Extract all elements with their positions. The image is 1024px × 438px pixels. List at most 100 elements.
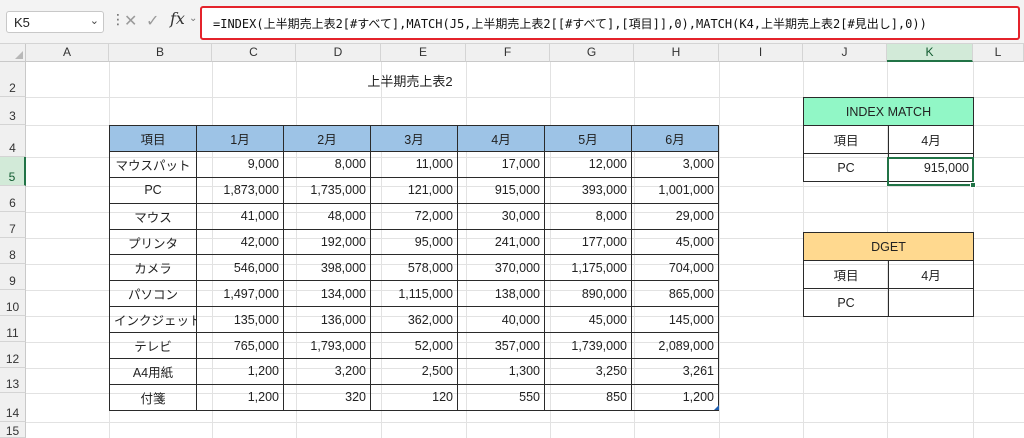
sales-value-cell[interactable]: 362,000 (370, 306, 458, 334)
sales-value-cell[interactable]: 578,000 (370, 254, 458, 282)
sales-value-cell[interactable]: 120 (370, 383, 458, 411)
row-header-9[interactable]: 9 (0, 264, 26, 290)
sales-value-cell[interactable]: 45,000 (544, 306, 632, 334)
sales-item-cell[interactable]: A4用紙 (109, 358, 197, 385)
column-header-e[interactable]: E (381, 44, 466, 62)
sales-value-cell[interactable]: 177,000 (544, 228, 632, 256)
sales-value-cell[interactable]: 765,000 (196, 332, 284, 360)
row-header-11[interactable]: 11 (0, 316, 26, 342)
sales-value-cell[interactable]: 550 (457, 383, 545, 411)
sales-value-cell[interactable]: 1,175,000 (544, 254, 632, 282)
column-header-b[interactable]: B (109, 44, 212, 62)
sales-value-cell[interactable]: 370,000 (457, 254, 545, 282)
sales-item-cell[interactable]: プリンタ (109, 228, 197, 256)
sales-value-cell[interactable]: 1,300 (457, 358, 545, 385)
sales-value-cell[interactable]: 45,000 (631, 228, 719, 256)
sales-value-cell[interactable]: 357,000 (457, 332, 545, 360)
more-vert-icon[interactable]: ⋮ (111, 12, 125, 28)
sales-value-cell[interactable]: 41,000 (196, 202, 284, 230)
sales-value-cell[interactable]: 145,000 (631, 306, 719, 334)
sales-table[interactable]: 項目 1月 2月 3月 4月 5月 6月 マウスパット 9,000 8,000 11,000 17,… (109, 125, 719, 411)
name-box[interactable]: K5 ⌄ (6, 11, 104, 33)
column-header-j[interactable]: J (803, 44, 887, 62)
row-header-12[interactable]: 12 (0, 342, 26, 368)
sales-table-header-cell[interactable]: 5月 (544, 125, 632, 152)
row-header-13[interactable]: 13 (0, 368, 26, 393)
dget-title[interactable]: DGET (802, 232, 975, 261)
dget-item-cell[interactable]: PC (803, 288, 889, 317)
sales-value-cell[interactable]: 3,250 (544, 358, 632, 385)
sales-value-cell[interactable]: 52,000 (370, 332, 458, 360)
sales-value-cell[interactable]: 850 (544, 383, 632, 411)
sales-value-cell[interactable]: 30,000 (457, 202, 545, 230)
sales-value-cell[interactable]: 393,000 (544, 176, 632, 204)
sales-item-cell[interactable]: マウスパット (109, 150, 197, 178)
sales-value-cell[interactable]: 2,089,000 (631, 332, 719, 360)
sales-value-cell[interactable]: 1,793,000 (283, 332, 371, 360)
sales-value-cell[interactable]: 134,000 (283, 280, 371, 308)
dget-table[interactable]: DGET 項目 4月 PC (802, 232, 975, 317)
enter-check-icon[interactable]: ✓ (146, 11, 160, 30)
formula-input[interactable]: =INDEX(上半期売上表2[#すべて],MATCH(J5,上半期売上表2[[#… (200, 6, 1020, 40)
row-header-7[interactable]: 7 (0, 212, 26, 238)
column-header-i[interactable]: I (719, 44, 803, 62)
sales-value-cell[interactable]: 865,000 (631, 280, 719, 308)
row-header-6[interactable]: 6 (0, 186, 26, 212)
sales-value-cell[interactable]: 1,001,000 (631, 176, 719, 204)
sales-value-cell[interactable]: 8,000 (283, 150, 371, 178)
sales-value-cell[interactable]: 915,000 (457, 176, 545, 204)
column-header-g[interactable]: G (550, 44, 634, 62)
select-all-corner[interactable] (0, 44, 26, 62)
sales-value-cell[interactable]: 8,000 (544, 202, 632, 230)
sales-value-cell[interactable]: 1,497,000 (196, 280, 284, 308)
row-header-4[interactable]: 4 (0, 125, 26, 157)
row-header-10[interactable]: 10 (0, 290, 26, 316)
index-match-table[interactable]: INDEX MATCH 項目 4月 PC 915,000 (803, 97, 974, 182)
index-match-result-cell[interactable]: 915,000 (888, 153, 974, 182)
row-header-15[interactable]: 15 (0, 422, 26, 438)
sales-value-cell[interactable]: 138,000 (457, 280, 545, 308)
sales-value-cell[interactable]: 40,000 (457, 306, 545, 334)
chevron-down-icon[interactable]: ⌄ (89, 14, 99, 27)
row-header-14[interactable]: 14 (0, 393, 26, 422)
column-header-c[interactable]: C (212, 44, 296, 62)
sales-value-cell[interactable]: 3,200 (283, 358, 371, 385)
table-resize-handle[interactable] (714, 405, 719, 410)
index-match-label-month[interactable]: 4月 (888, 125, 974, 154)
index-match-label-item[interactable]: 項目 (803, 125, 889, 154)
sales-item-cell[interactable]: カメラ (109, 254, 197, 282)
sales-value-cell[interactable]: 17,000 (457, 150, 545, 178)
sales-item-cell[interactable]: インクジェット (109, 306, 197, 334)
sales-value-cell[interactable]: 1,739,000 (544, 332, 632, 360)
sales-value-cell[interactable]: 95,000 (370, 228, 458, 256)
column-header-l[interactable]: L (973, 44, 1024, 62)
sales-item-cell[interactable]: パソコン (109, 280, 197, 308)
sales-value-cell[interactable]: 1,200 (196, 358, 284, 385)
sales-item-cell[interactable]: 付箋 (109, 383, 197, 411)
sales-value-cell[interactable]: 890,000 (544, 280, 632, 308)
column-header-d[interactable]: D (296, 44, 381, 62)
sales-value-cell[interactable]: 48,000 (283, 202, 371, 230)
sales-value-cell[interactable]: 135,000 (196, 306, 284, 334)
sales-table-header-cell[interactable]: 4月 (457, 125, 545, 152)
column-header-k[interactable]: K (887, 44, 973, 62)
sales-table-header-cell[interactable]: 1月 (196, 125, 284, 152)
formula-text[interactable]: =INDEX(上半期売上表2[#すべて],MATCH(J5,上半期売上表2[[#… (213, 17, 927, 31)
sales-value-cell[interactable]: 320 (283, 383, 371, 411)
index-match-item-cell[interactable]: PC (803, 153, 889, 182)
fx-chevron-icon[interactable]: ⌄ (189, 13, 198, 24)
sales-item-cell[interactable]: PC (109, 176, 197, 204)
sales-value-cell[interactable]: 704,000 (631, 254, 719, 282)
sales-table-header-cell[interactable]: 2月 (283, 125, 371, 152)
sales-value-cell[interactable]: 1,115,000 (370, 280, 458, 308)
sales-table-header-cell[interactable]: 項目 (109, 125, 197, 152)
sales-value-cell[interactable]: 72,000 (370, 202, 458, 230)
sales-value-cell[interactable]: 11,000 (370, 150, 458, 178)
sales-value-cell[interactable]: 136,000 (283, 306, 371, 334)
sales-value-cell[interactable]: 241,000 (457, 228, 545, 256)
sales-value-cell[interactable]: 42,000 (196, 228, 284, 256)
name-box-value[interactable]: K5 (14, 15, 30, 30)
sales-value-cell[interactable]: 29,000 (631, 202, 719, 230)
sales-table-header-cell[interactable]: 6月 (631, 125, 719, 152)
